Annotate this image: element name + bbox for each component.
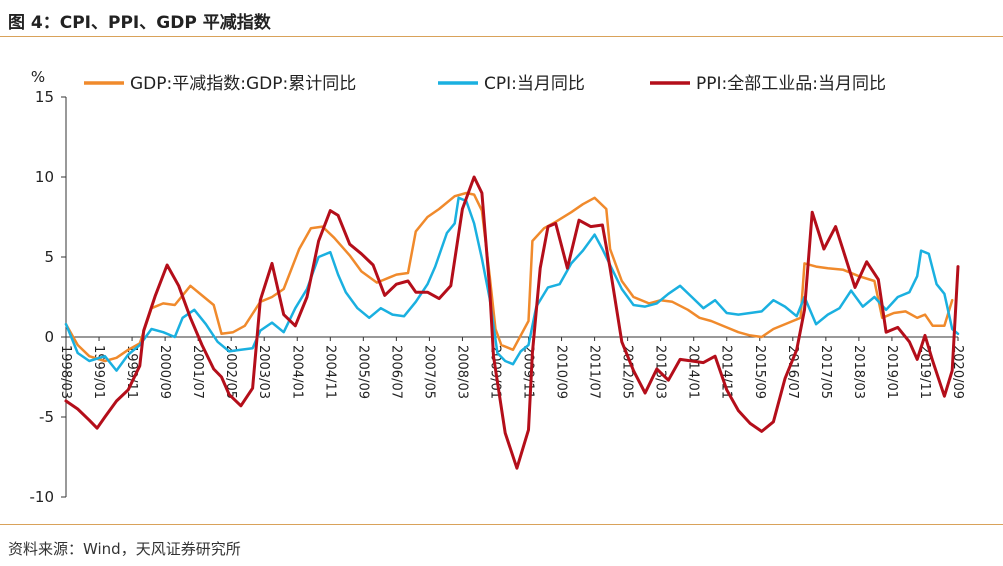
series-line-3 <box>64 175 960 470</box>
x-tick-label: 2004/11 <box>322 345 337 399</box>
x-tick-label: 2008/03 <box>454 345 469 399</box>
chart-legend: GDP:平减指数:GDP:累计同比 CPI:当月同比 PPI:全部工业品:当月同比 <box>84 74 886 94</box>
series-line-1 <box>64 191 954 363</box>
y-tick-label: -5 <box>39 408 54 426</box>
legend-label-2: CPI:当月同比 <box>484 74 585 94</box>
y-tick-label: -10 <box>30 488 55 506</box>
x-tick-label: 1998/03 <box>58 345 73 399</box>
footer-divider <box>0 524 1003 525</box>
plot-area <box>64 175 960 470</box>
x-axis: 1998/03 1999/01 1999/11 2000/09 2001/07 2002/… <box>58 336 965 399</box>
source-note: 资料来源：Wind，天风证券研究所 <box>8 540 241 558</box>
x-tick-label: 2015/09 <box>752 345 767 399</box>
figure-header: 图 4：CPI、PPI、GDP 平减指数 <box>0 0 1003 36</box>
x-tick-label: 2012/05 <box>620 345 635 399</box>
x-tick-label: 2011/07 <box>587 345 602 399</box>
x-tick-label: 2010/09 <box>554 345 569 399</box>
x-tick-label: 2014/01 <box>686 345 701 399</box>
y-tick-label: 0 <box>44 328 54 346</box>
x-tick-label: 2007/05 <box>421 345 436 399</box>
x-tick-label: 1999/11 <box>124 345 139 399</box>
y-axis: % 15 10 5 0 -5 -10 <box>30 68 67 506</box>
x-tick-label: 2004/01 <box>289 345 304 399</box>
y-axis-unit-label: % <box>31 68 45 86</box>
series-line-2 <box>64 196 960 372</box>
legend-label-3: PPI:全部工业品:当月同比 <box>696 74 886 94</box>
x-tick-label: 2002/05 <box>223 345 238 399</box>
x-tick-label: 2005/09 <box>355 345 370 399</box>
x-tick-label: 2006/07 <box>388 345 403 399</box>
x-tick-label: 1999/01 <box>91 345 106 399</box>
figure-title: 图 4：CPI、PPI、GDP 平减指数 <box>8 13 271 33</box>
header-divider <box>0 36 1003 37</box>
y-tick-label: 10 <box>35 168 54 186</box>
line-chart: GDP:平减指数:GDP:累计同比 CPI:当月同比 PPI:全部工业品:当月同比 … <box>30 68 966 506</box>
x-tick-label: 2014/11 <box>719 345 734 399</box>
y-tick-label: 5 <box>44 248 54 266</box>
x-tick-label: 2019/01 <box>884 345 899 399</box>
x-tick-label: 2018/03 <box>851 345 866 399</box>
y-tick-label: 15 <box>35 88 54 106</box>
x-tick-label: 2016/07 <box>785 345 800 399</box>
x-tick-label: 2003/03 <box>256 345 271 399</box>
x-tick-label: 2000/09 <box>157 345 172 399</box>
x-tick-label: 2001/07 <box>190 345 205 399</box>
x-tick-label: 2019/11 <box>917 345 932 399</box>
legend-label-1: GDP:平减指数:GDP:累计同比 <box>130 74 356 94</box>
x-tick-label: 2017/05 <box>818 345 833 399</box>
